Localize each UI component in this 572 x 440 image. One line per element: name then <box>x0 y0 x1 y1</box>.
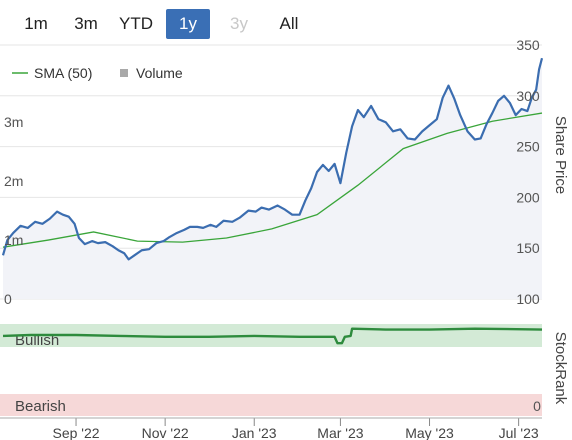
price-axis-ticks: 350 300 250 200 150 100 <box>516 37 540 307</box>
tab-all[interactable]: All <box>279 14 299 33</box>
price-tick-label: 250 <box>516 139 540 155</box>
sma-50-line <box>2 112 543 248</box>
volume-tick-label: 1m <box>4 232 23 248</box>
legend-volume-swatch <box>120 69 128 77</box>
stockrank-zero-tick: 0 <box>533 398 541 414</box>
x-tick-label: Jul '23 <box>499 425 539 440</box>
price-tick-label: 100 <box>516 291 540 307</box>
price-axis-label: Share Price <box>552 116 569 194</box>
tab-3y: 3y <box>230 14 248 33</box>
x-tick-label: May '23 <box>405 425 454 440</box>
stockrank-line[interactable] <box>2 327 543 345</box>
legend-volume-label: Volume <box>136 65 183 81</box>
x-tick-label: Mar '23 <box>317 425 363 440</box>
bearish-label: Bearish <box>15 398 66 415</box>
tab-1m[interactable]: 1m <box>24 14 48 33</box>
volume-tick-label: 3m <box>4 114 23 130</box>
x-tick-label: Sep '22 <box>53 425 100 440</box>
tab-1y[interactable]: 1y <box>166 9 210 39</box>
volume-axis-ticks: 3m 2m 1m 0 <box>4 114 23 307</box>
stockrank-axis-label: StockRank <box>552 332 569 405</box>
tab-ytd[interactable]: YTD <box>119 14 153 33</box>
range-selector: 1m 3m YTD 1y 3y All <box>0 0 572 40</box>
price-area-fill <box>3 58 542 299</box>
volume-tick-label: 2m <box>4 173 23 189</box>
price-tick-label: 350 <box>516 37 540 53</box>
bearish-band <box>0 394 542 416</box>
tab-3m[interactable]: 3m <box>74 14 98 33</box>
x-axis-ticks: Sep '22 Nov '22 Jan '23 Mar '23 May '23 Jul '… <box>0 417 542 440</box>
x-tick-label: Jan '23 <box>232 425 277 440</box>
price-tick-label: 300 <box>516 88 540 104</box>
legend-sma-label: SMA (50) <box>34 65 92 81</box>
x-tick-label: Nov '22 <box>142 425 189 440</box>
price-tick-label: 150 <box>516 240 540 256</box>
volume-tick-label: 0 <box>4 291 12 307</box>
share-price-line[interactable] <box>1 57 544 261</box>
chart-legend: SMA (50) Volume <box>12 65 183 81</box>
price-tick-label: 200 <box>516 189 540 205</box>
